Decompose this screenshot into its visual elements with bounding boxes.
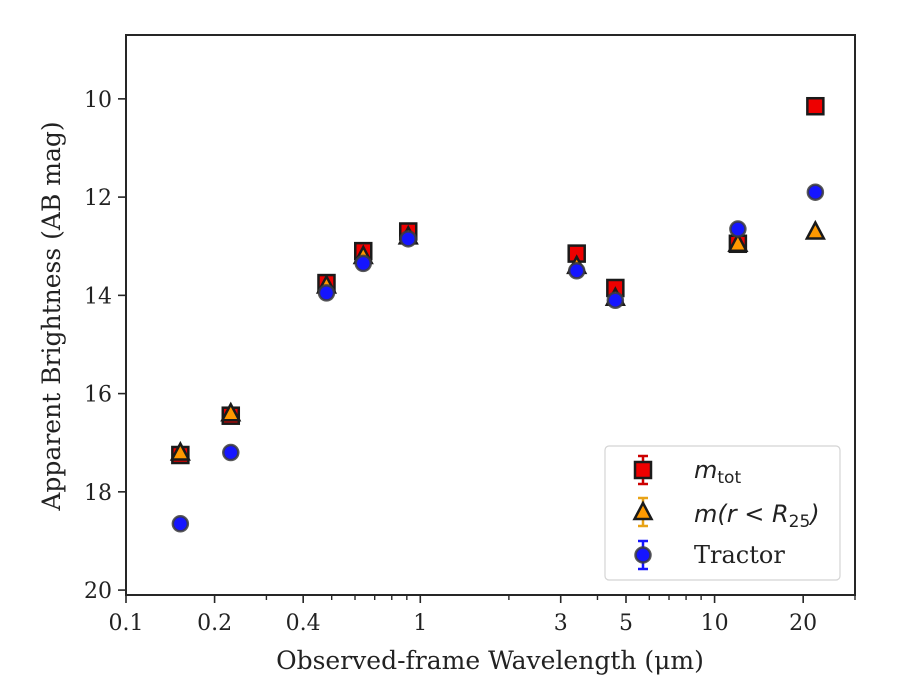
data-point-triangle bbox=[727, 232, 749, 253]
y-tick-label: 10 bbox=[84, 88, 112, 113]
data-point-triangle bbox=[220, 401, 242, 422]
legend-markers bbox=[632, 454, 654, 571]
data-point-circle bbox=[806, 183, 825, 201]
data-point-circle bbox=[354, 254, 373, 273]
data-point-circle bbox=[222, 443, 240, 462]
x-tick-label: 10 bbox=[701, 611, 729, 636]
legend-marker-triangle bbox=[632, 500, 654, 521]
x-tick-label: 1 bbox=[413, 611, 427, 636]
data-point-triangle bbox=[169, 440, 191, 461]
ticks: 0.1 0.2 0.4 1 3 5 10 20 10 12 14 16 18 20 bbox=[84, 88, 856, 636]
x-tick-label: 0.2 bbox=[197, 611, 232, 636]
legend: mtot m(r < R25) Tractor bbox=[604, 445, 841, 581]
data-point-circle bbox=[399, 230, 417, 248]
data-point-circle bbox=[171, 515, 190, 533]
legend-marker-circle bbox=[634, 546, 652, 564]
x-tick-label: 0.1 bbox=[109, 611, 144, 636]
y-tick-label: 12 bbox=[84, 186, 112, 211]
data-point-circle bbox=[606, 291, 625, 310]
data-point-circle bbox=[567, 262, 586, 280]
data-point-square bbox=[806, 96, 825, 116]
legend-box bbox=[604, 445, 841, 581]
x-tick-label: 3 bbox=[554, 611, 568, 636]
y-tick-label: 18 bbox=[84, 481, 112, 506]
y-tick-label: 14 bbox=[84, 284, 112, 309]
series-layer bbox=[169, 96, 826, 533]
x-tick-label: 0.4 bbox=[286, 611, 321, 636]
data-point-triangle bbox=[804, 219, 826, 240]
series-tractor bbox=[171, 183, 825, 533]
x-tick-label: 5 bbox=[619, 611, 633, 636]
plot-frame bbox=[125, 34, 856, 596]
y-tick-label: 16 bbox=[84, 383, 112, 408]
legend-marker-square bbox=[633, 460, 653, 480]
x-axis-title: Observed-frame Wavelength (μm) bbox=[276, 646, 704, 675]
y-axis-title: Apparent Brightness (AB mag) bbox=[37, 121, 66, 511]
data-point-circle bbox=[317, 284, 336, 302]
x-tick-label: 20 bbox=[789, 611, 817, 636]
data-point-circle bbox=[729, 220, 747, 238]
y-tick-label: 20 bbox=[84, 579, 112, 604]
legend-label-tractor: Tractor bbox=[694, 541, 785, 569]
